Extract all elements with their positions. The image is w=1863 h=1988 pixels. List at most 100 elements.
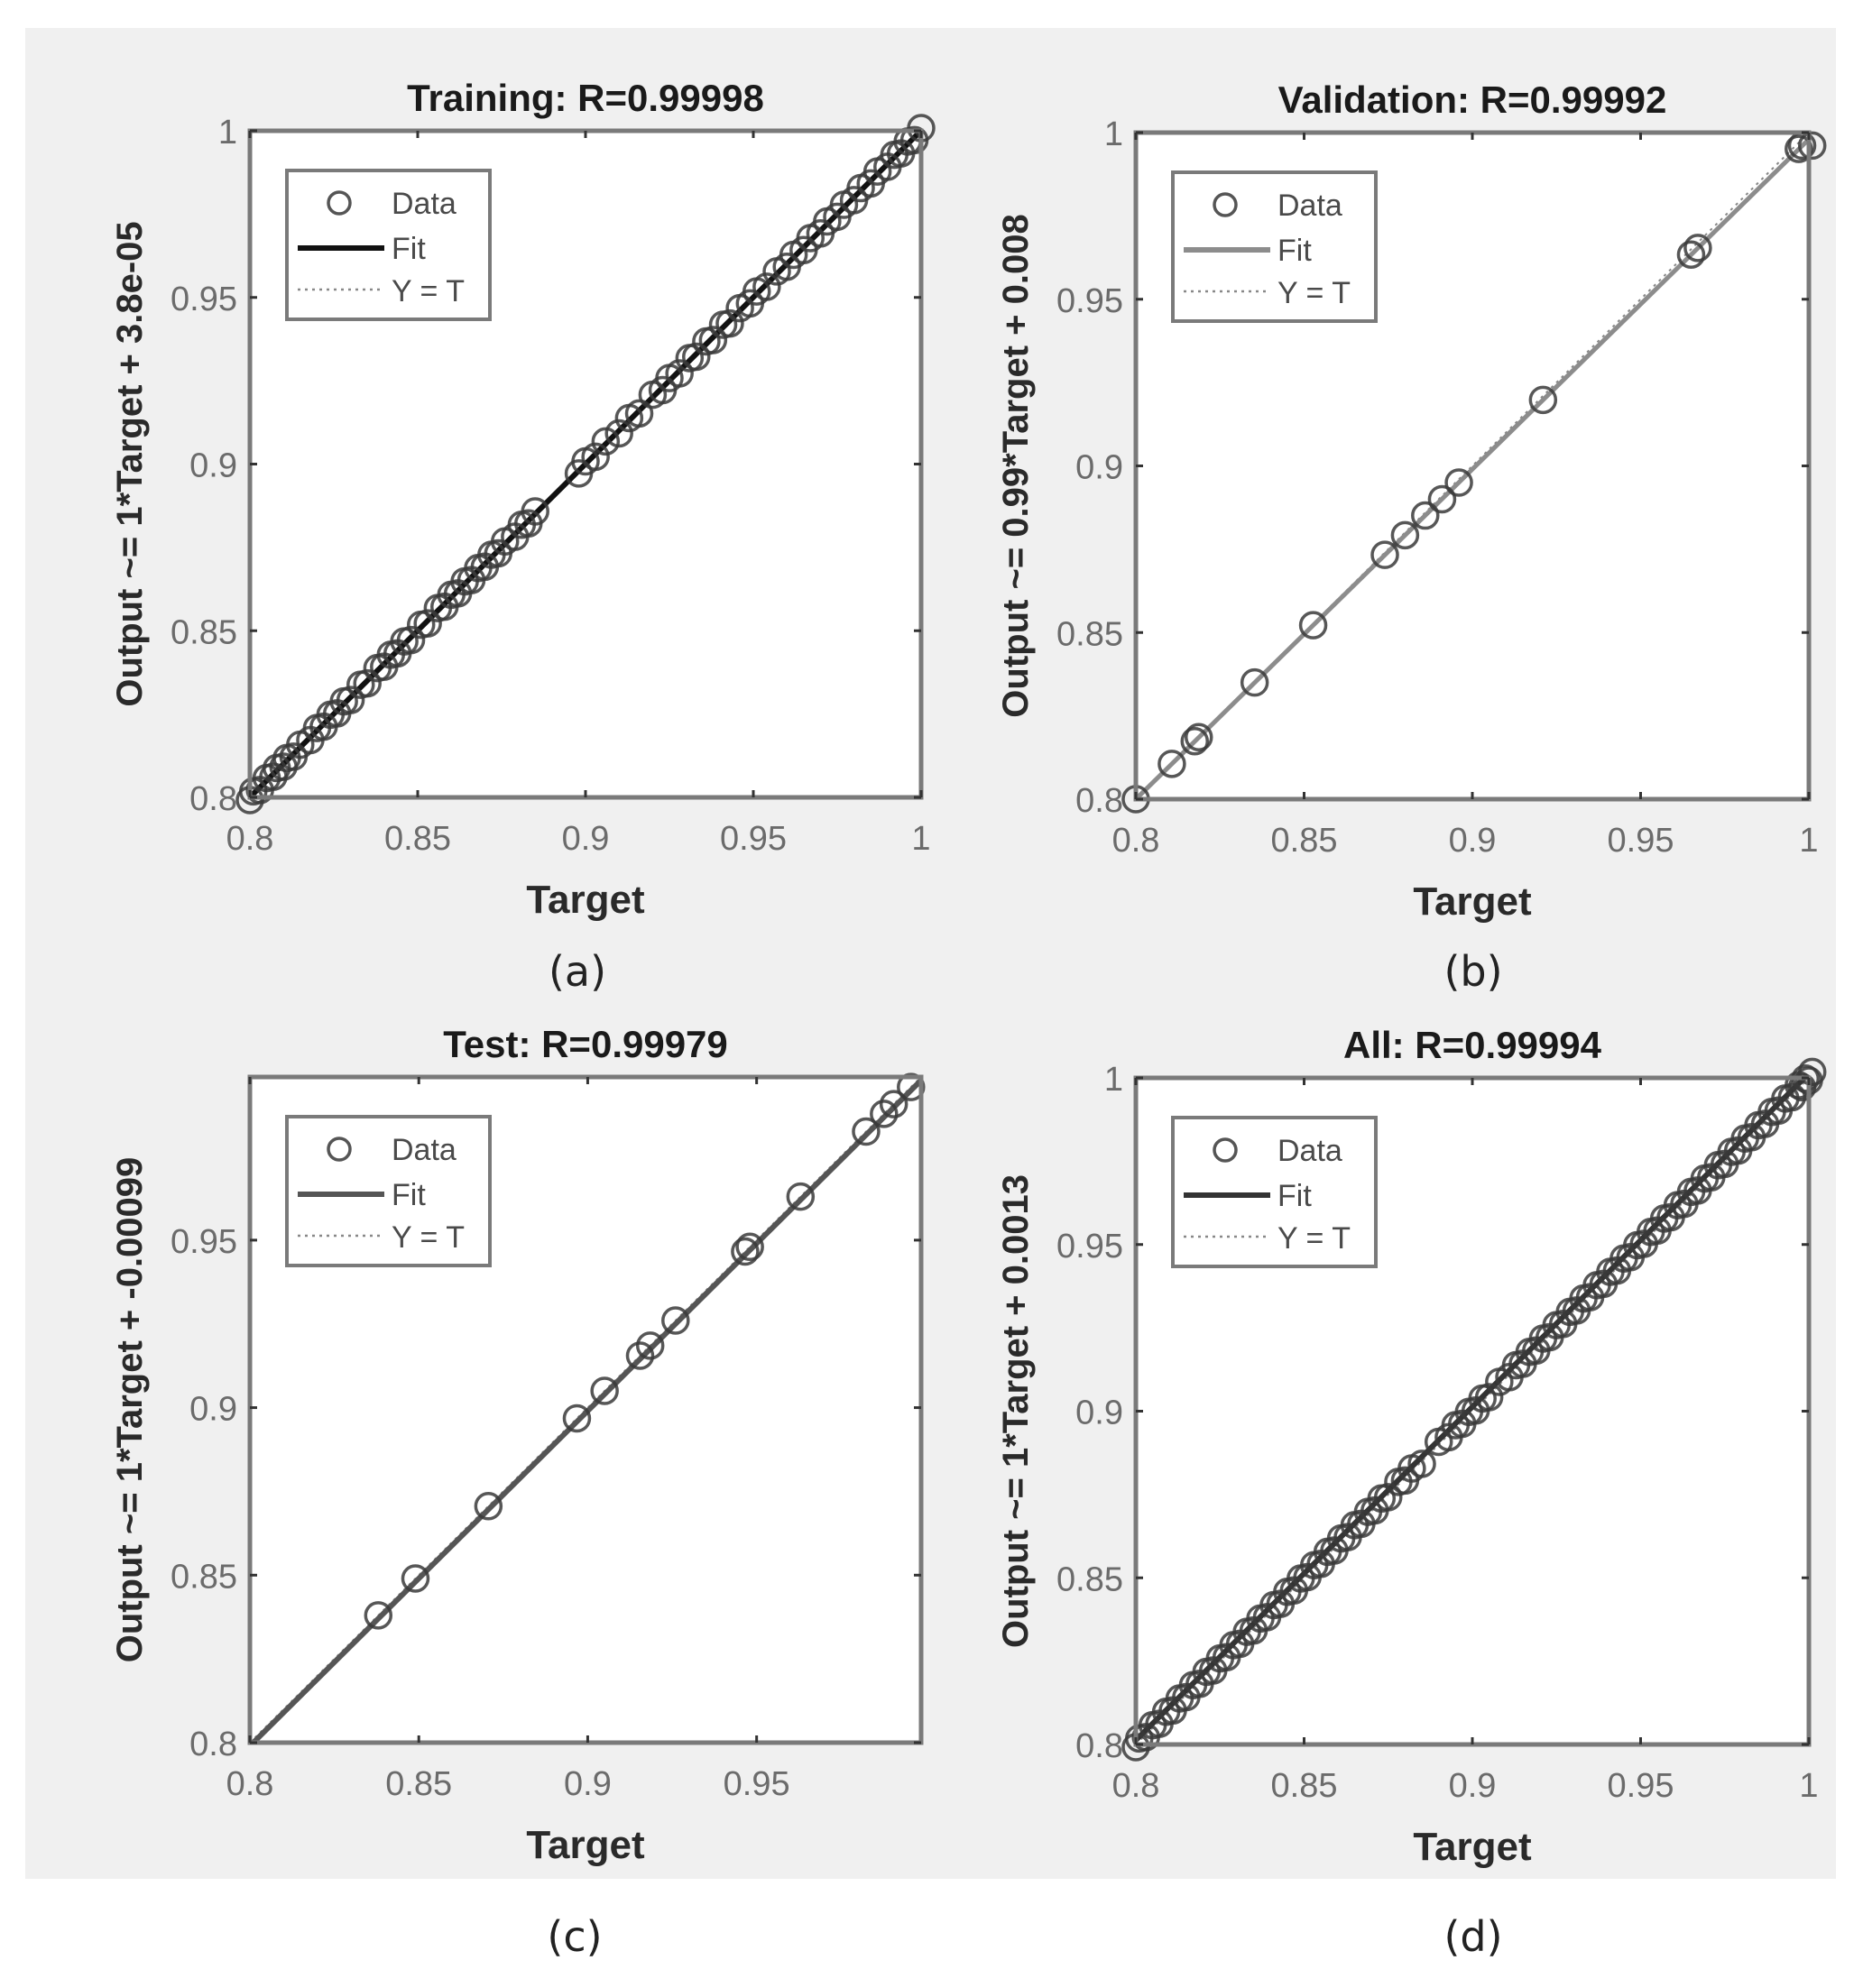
y-tick-label: 0.8 (1075, 1727, 1123, 1765)
legend-box (285, 1115, 492, 1267)
legend-label-fit: Fit (1277, 1179, 1312, 1213)
x-tick-label: 0.95 (724, 1765, 790, 1803)
data-point-marker (521, 497, 549, 526)
x-tick-label: 0.8 (1112, 1767, 1160, 1805)
y-tick-label: 0.8 (189, 780, 237, 818)
legend-label-data: Data (392, 1133, 457, 1167)
y-tick-label: 0.9 (189, 447, 237, 485)
data-point-marker (562, 1404, 592, 1433)
panel-label-a: (a) (548, 947, 607, 996)
data-point-marker (625, 1341, 655, 1370)
legend-box (1171, 1116, 1378, 1268)
legend-label-identity: Y = T (1277, 1221, 1351, 1256)
data-point-marker (364, 1601, 393, 1630)
y-tick-label: 0.95 (1056, 1228, 1123, 1266)
data-point-marker (581, 442, 610, 472)
plot-title: Test: R=0.99979 (443, 1023, 728, 1065)
data-point-marker (879, 1090, 908, 1118)
x-tick-label: 0.85 (1271, 822, 1338, 860)
legend: Data Fit Y = T (1171, 170, 1378, 323)
data-point-marker (870, 1100, 899, 1128)
legend-data-marker-icon (1213, 1137, 1238, 1163)
x-tick-label: 0.95 (720, 820, 787, 858)
data-point-marker (852, 1117, 881, 1146)
data-point-marker (735, 1232, 764, 1262)
y-tick-label: 1 (1104, 115, 1123, 153)
data-point-marker (1785, 134, 1813, 163)
x-tick-label: 0.9 (562, 820, 610, 858)
data-point-marker (682, 342, 711, 372)
data-point-marker (474, 1492, 503, 1521)
data-point-marker (1298, 611, 1328, 640)
plot-title: Training: R=0.99998 (407, 77, 764, 119)
data-point-marker (1185, 722, 1213, 752)
data-point-marker (590, 1376, 619, 1405)
data-point-marker (661, 1306, 690, 1335)
y-tick-label: 0.8 (189, 1726, 237, 1763)
x-tick-label: 0.8 (1112, 822, 1160, 860)
validation-plot-svg: 0.8 0.85 0.9 0.95 1 0.8 0.85 0.9 0.95 1 Validation… (996, 78, 1827, 924)
plot-title: Validation: R=0.99992 (1278, 78, 1667, 121)
legend: Data Fit Y = T (1171, 1116, 1378, 1268)
x-tick-label: 1 (1799, 822, 1818, 860)
legend-data-marker-icon (327, 1137, 352, 1162)
legend-label-identity: Y = T (392, 1220, 465, 1255)
axes-box (247, 1074, 924, 1745)
data-point-marker (786, 1182, 816, 1211)
data-point-marker (396, 625, 426, 655)
x-tick-label: 0.8 (226, 1765, 274, 1803)
y-tick-label: 0.8 (1075, 782, 1123, 820)
data-point-marker (1374, 1483, 1403, 1512)
data-point-marker (353, 668, 382, 698)
y-tick-label: 0.95 (171, 1223, 237, 1261)
training-plot-svg: 0.8 0.85 0.9 0.95 1 0.8 0.85 0.9 0.95 1 Training: … (110, 77, 936, 922)
legend-label-identity: Y = T (1277, 276, 1351, 310)
legend-label-fit: Fit (392, 1178, 426, 1212)
data-point-marker (665, 359, 694, 388)
test-plot-svg: 0.8 0.85 0.9 0.95 0.8 0.85 0.9 0.95 Test: R=0.99… (110, 1023, 926, 1867)
data-point-marker (604, 419, 633, 448)
data-point-marker (1370, 540, 1399, 569)
x-tick-label: 1 (911, 820, 930, 858)
legend-label-data: Data (392, 187, 457, 221)
y-axis-label: Output ~= 1*Target + 0.0013 (996, 1174, 1036, 1648)
data-point-marker (1390, 520, 1420, 550)
data-point-marker (1157, 750, 1186, 778)
x-tick-label: 0.95 (1608, 822, 1674, 860)
x-tick-label: 0.85 (1271, 1767, 1338, 1805)
data-point-marker (752, 272, 781, 301)
data-point-marker (1683, 234, 1712, 262)
y-tick-label: 0.95 (1056, 282, 1123, 320)
x-tick-label: 0.95 (1608, 1767, 1674, 1805)
y-axis-label: Output ~= 1*Target + 3.8e-05 (110, 221, 150, 706)
y-tick-label: 0.95 (171, 281, 237, 318)
data-point-marker (1180, 726, 1210, 756)
x-axis-label: Target (1413, 879, 1532, 924)
y-tick-label: 0.85 (1056, 1560, 1123, 1598)
data-point-marker (1444, 468, 1473, 497)
all-plot-svg: 0.8 0.85 0.9 0.95 1 0.8 0.85 0.9 0.95 1 All: R=0.9… (996, 1024, 1827, 1869)
plot-content (1136, 133, 1809, 799)
y-tick-label: 0.85 (1056, 615, 1123, 653)
data-point-marker (1797, 131, 1827, 161)
data-point-marker (1474, 1383, 1504, 1412)
panel-label-c: (c) (547, 1912, 603, 1961)
legend: Data Fit Y = T (285, 169, 492, 321)
x-axis-label: Target (526, 878, 645, 922)
legend: Data Fit Y = T (285, 1115, 492, 1267)
x-axis-label: Target (526, 1823, 645, 1867)
x-tick-label: 0.9 (1449, 1767, 1497, 1805)
y-tick-label: 0.9 (1075, 449, 1123, 487)
legend-box (285, 169, 492, 321)
data-point-marker (698, 326, 728, 354)
y-axis-label: Output ~= 0.99*Target + 0.008 (996, 214, 1036, 717)
y-axis-label: Output ~= 1*Target + -0.00099 (110, 1157, 150, 1663)
legend-box (1171, 170, 1378, 323)
legend-data-marker-icon (327, 190, 352, 216)
y-tick-label: 0.9 (1075, 1394, 1123, 1432)
y-tick-label: 1 (1104, 1061, 1123, 1099)
data-point-marker (897, 1072, 926, 1101)
fit-line (1136, 135, 1809, 799)
data-point-marker (401, 1564, 430, 1593)
data-point-marker (715, 308, 744, 338)
